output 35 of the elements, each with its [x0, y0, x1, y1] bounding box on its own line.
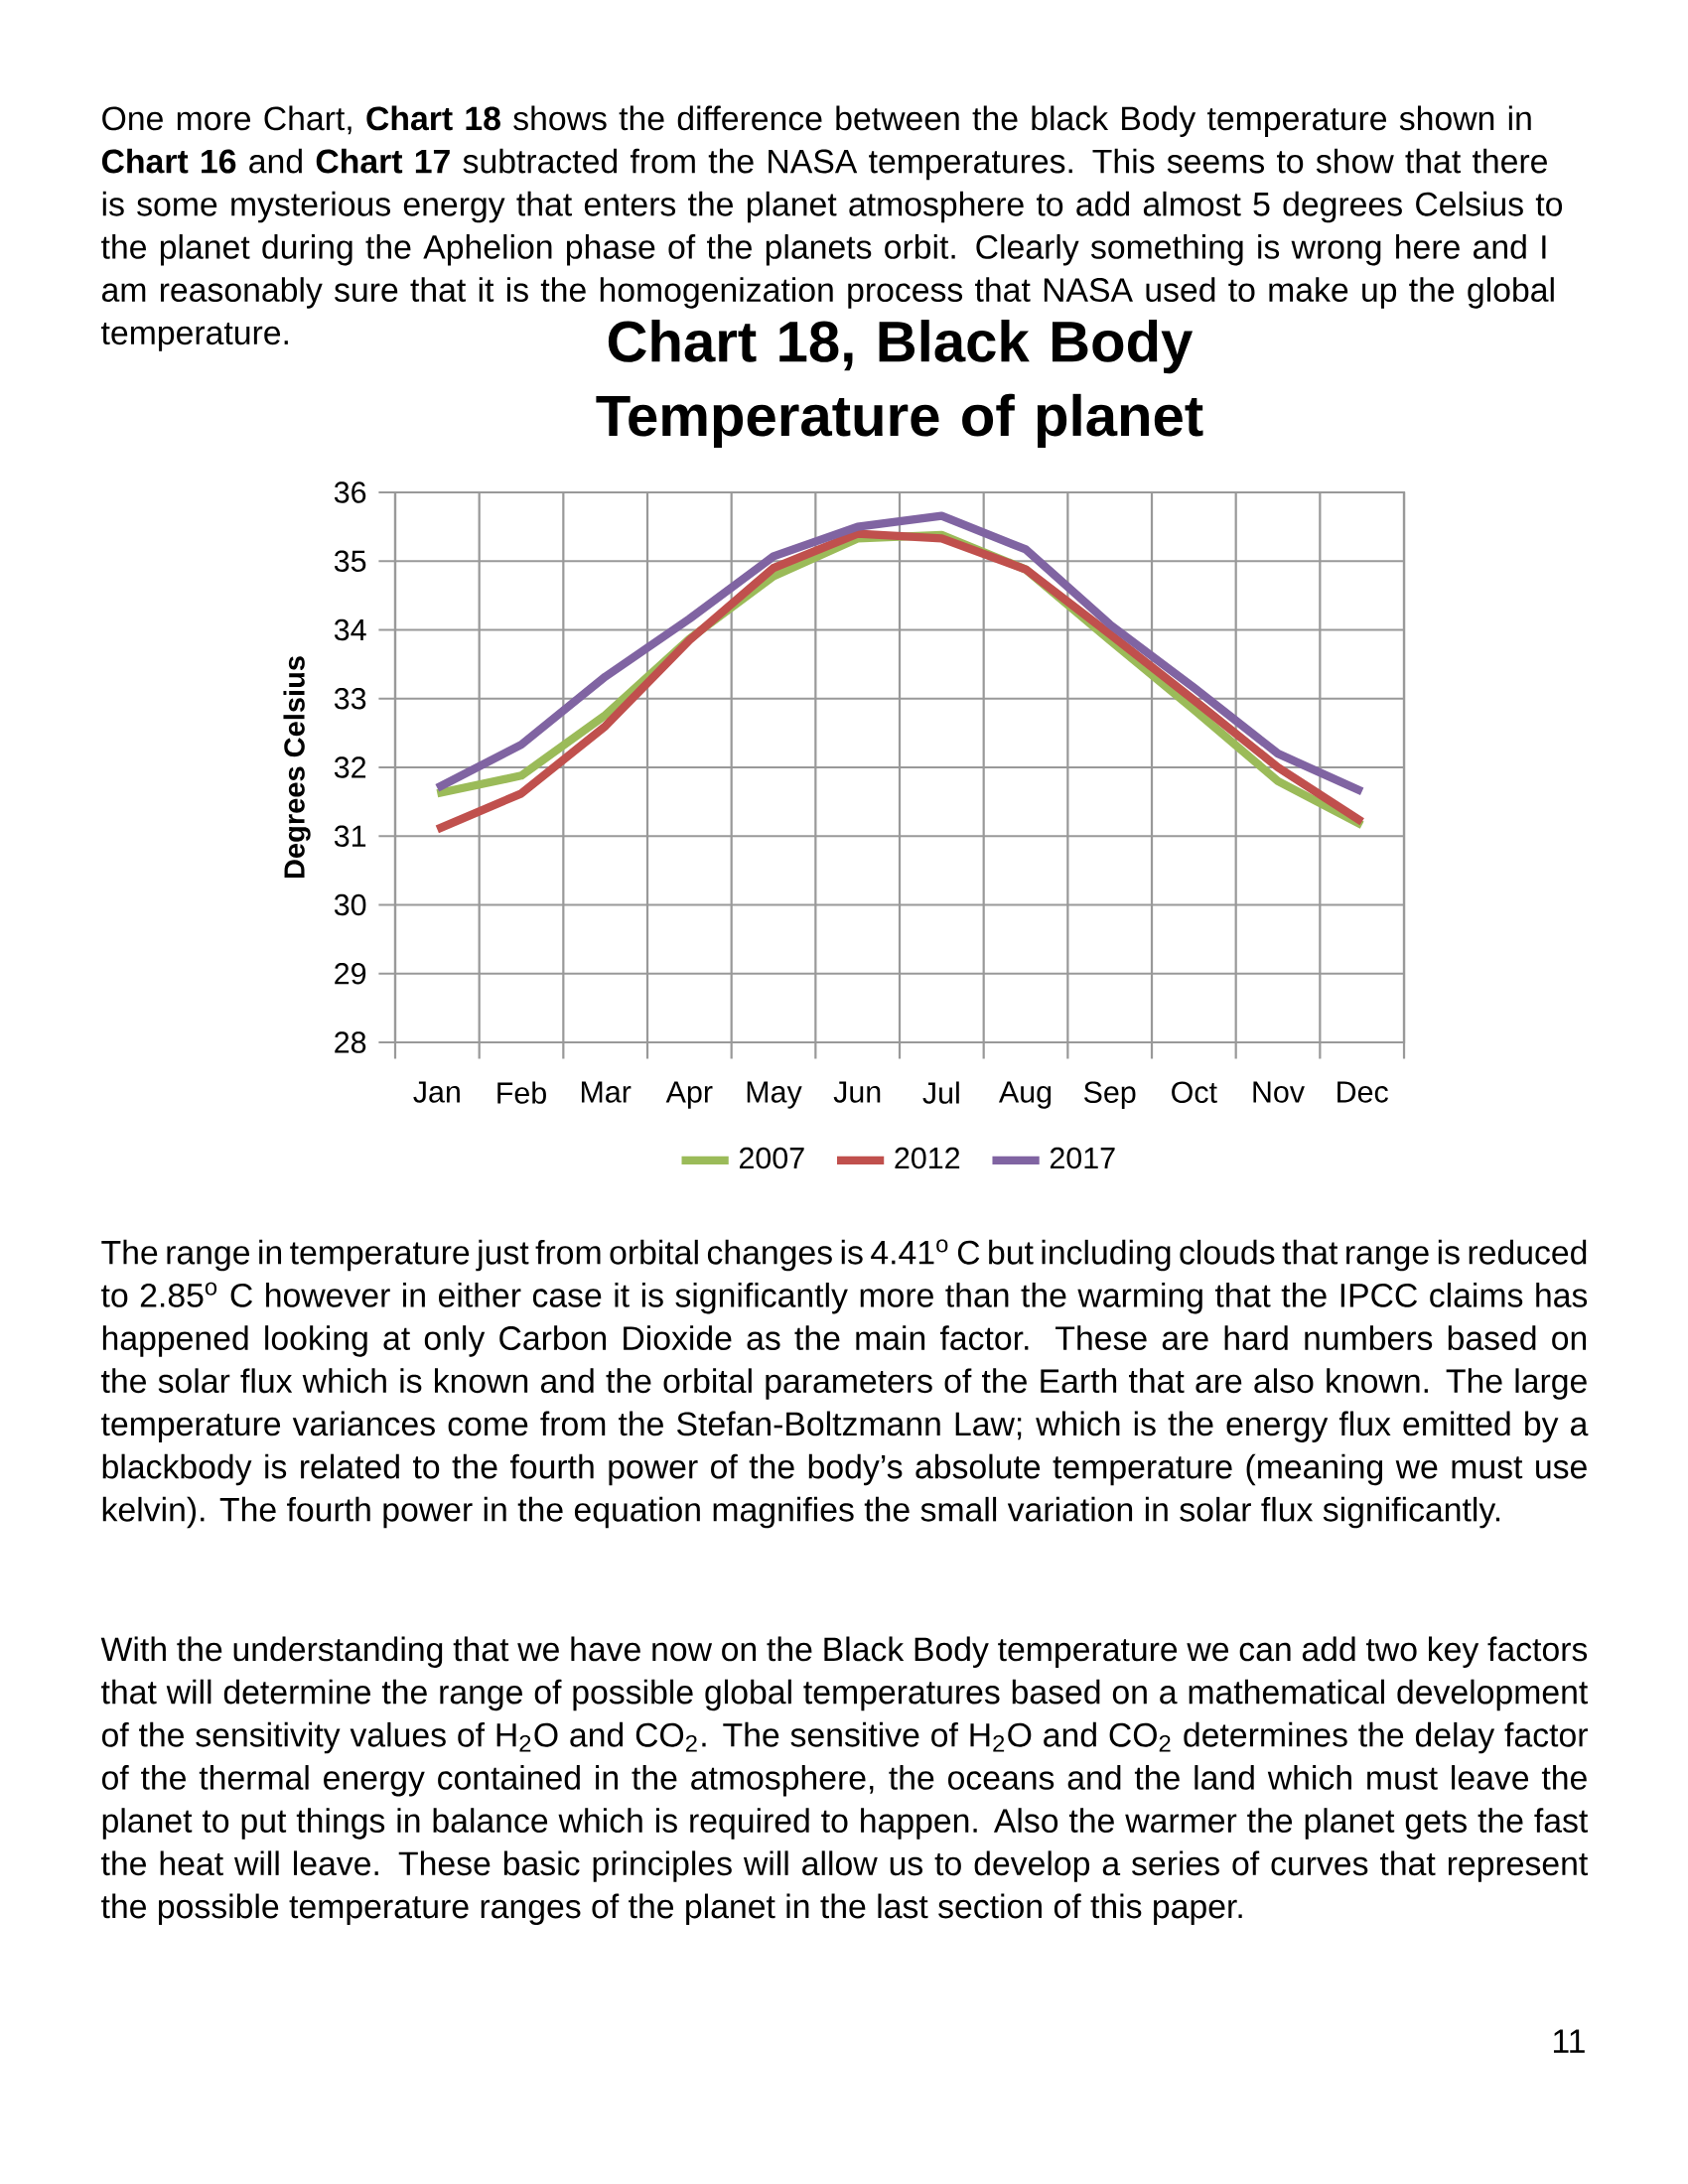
legend-label: 2012 — [895, 1147, 960, 1169]
x-tick-label: Mar — [581, 1081, 632, 1103]
legend-label: 2017 — [1050, 1147, 1115, 1169]
text: the planet during the Aphelion phase of the planets orbit. Clearly something is wrong here and I — [101, 234, 1546, 266]
legend-label: 2007 — [739, 1147, 804, 1169]
x-tick-label: Jul — [922, 1081, 959, 1104]
x-tick-label: Apr — [665, 1081, 713, 1109]
x-tick-label: Jun — [833, 1081, 881, 1103]
x-tick-label: Aug — [998, 1081, 1052, 1109]
x-tick-label: May — [747, 1081, 802, 1109]
x-tick-label: Sep — [1083, 1081, 1136, 1110]
y-tick-label: 33 — [334, 688, 366, 710]
text: With the understanding that we have now on the Black Body temperature we can add two key factors that will determine the range of possible global temperatures based on a mathematical development of the sensitivity values of H$_{2}$O and CO$_{2}$. The sensitive of H$_{2}$O and CO$_{2}$ determines the delay factor of the thermal energy contained in the atmosphere, the oceans and the land which must leave the planet to put things in balance which is required to happen. Also the warmer the planet gets the fast the heat will leave. These basic principles will allow us to develop a series of curves that represent the possible temperature ranges of the planet in the last section of this paper. — [100, 1636, 1589, 1926]
text: 11 — [1553, 2029, 1585, 2053]
x-tick-label: Jan — [413, 1081, 460, 1103]
y-tick-label: 29 — [335, 962, 366, 985]
y-tick-label: 35 — [334, 550, 366, 573]
x-tick-label: Nov — [1253, 1081, 1305, 1103]
x-tick-label: Oct — [1172, 1081, 1217, 1104]
text: is some mysterious energy that enters the planet atmosphere to add almost 5 degrees Celsius to — [102, 191, 1563, 223]
y-tick-label: 31 — [334, 825, 366, 848]
x-tick-label: Feb — [497, 1081, 546, 1104]
y-tick-label: 32 — [334, 756, 366, 778]
text: One more Chart, Chart 18 shows the difference between the black Body temperature shown in — [102, 105, 1531, 137]
chart-title: Chart 18, Black Body Temperature of planet — [596, 320, 1203, 448]
text: The range in temperature just from orbital changes is 4.41$^{o}$ C but including clouds that range is reduced to 2.85$^{o}$ C however in either case it is significantly more than the warming that the IPCC claims has happened looking at only Carbon Dioxide as the main factor. These are hard numbers based on the solar flux which is known and the orbital parameters of the Earth that are also known. The large temperature variances come from the Stefan-Boltzmann Law; which is the energy flux emitted by a blackbody is related to the fourth power of the body’s absolute temperature (meaning we must use kelvin). The fourth power in the equation magnifies the small variation in solar flux significantly. — [101, 1239, 1589, 1529]
text: am reasonably sure that it is the homogenization process that NASA used to make up the global — [101, 277, 1554, 309]
y-tick-label: 36 — [334, 481, 366, 503]
y-tick-label: 34 — [334, 618, 366, 641]
y-tick-label: 30 — [334, 893, 366, 916]
x-tick-label: Dec — [1337, 1081, 1388, 1103]
y-tick-label: 28 — [335, 1031, 366, 1053]
text: temperature. — [101, 323, 288, 351]
y-axis-title: Degrees Celsius — [283, 656, 311, 879]
text: Chart 16 and Chart 17 subtracted from the NASA temperatures. This seems to show that there — [101, 148, 1547, 181]
